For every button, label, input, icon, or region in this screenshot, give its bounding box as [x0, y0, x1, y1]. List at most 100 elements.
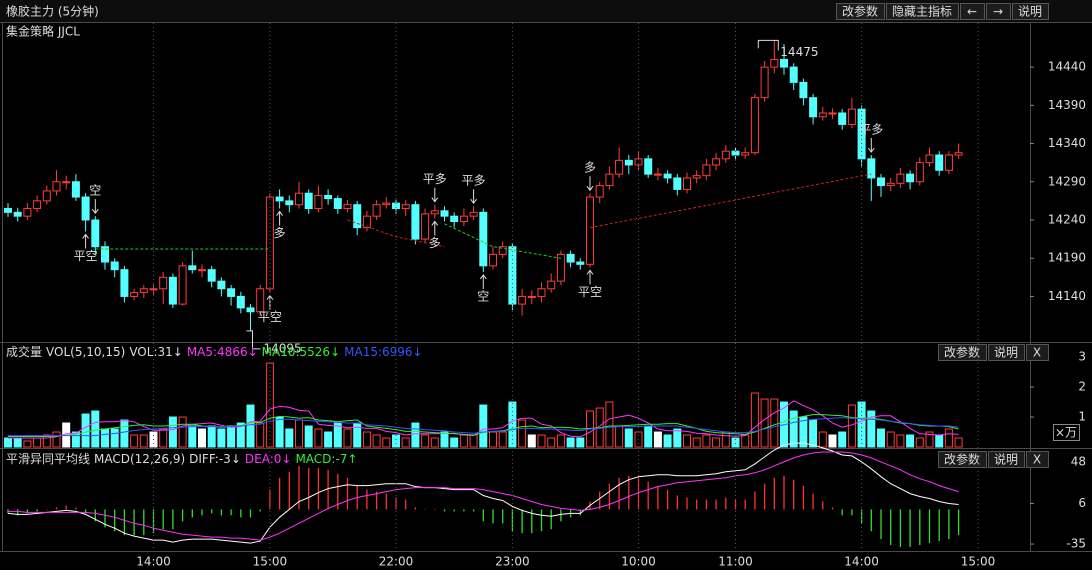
- volume-bar: [556, 434, 565, 448]
- button[interactable]: [988, 451, 1025, 468]
- x-tick-label: 10:00: [621, 555, 656, 569]
- button-label[interactable]: 说明: [994, 345, 1018, 360]
- volume-bar: [459, 434, 468, 448]
- macd-line: [7, 442, 959, 544]
- volume-bar: [91, 410, 100, 448]
- candle-body: [227, 288, 236, 297]
- signal-arrow: [479, 274, 487, 289]
- candle-body: [353, 204, 362, 229]
- volume-bar: [130, 434, 139, 448]
- volume-bar: [799, 416, 808, 448]
- volume-bar: [498, 431, 507, 448]
- candle-body: [411, 204, 420, 240]
- y-tick-label: 14140: [1048, 289, 1086, 303]
- button[interactable]: [960, 3, 985, 20]
- candle-body: [246, 307, 255, 313]
- candle-body: [343, 204, 352, 210]
- candle-body: [430, 210, 439, 215]
- volume-ma-line: [8, 417, 959, 437]
- volume-bar: [168, 416, 177, 448]
- button-label[interactable]: 改参数: [842, 4, 878, 19]
- volume-bar: [343, 428, 352, 448]
- volume-ma-line: [8, 414, 959, 437]
- candle-body: [207, 269, 216, 282]
- volume-bar: [246, 404, 255, 448]
- candle-body: [188, 265, 197, 271]
- candle-body: [23, 208, 32, 217]
- button[interactable]: [886, 3, 959, 20]
- volume-bar: [935, 434, 944, 448]
- button-label[interactable]: →: [993, 5, 1003, 19]
- signal-arrow: [586, 269, 594, 285]
- candle-body: [595, 185, 604, 198]
- candle-body: [159, 276, 168, 290]
- candle-body: [518, 295, 527, 305]
- volume-bar: [362, 431, 371, 448]
- legend-entry: VOL:31↓: [129, 345, 183, 359]
- candle-body: [605, 173, 614, 187]
- signal-label: 平空: [578, 285, 602, 299]
- candle-body: [634, 158, 643, 166]
- candle-body: [130, 292, 139, 297]
- candle-body: [750, 97, 759, 154]
- volume-bar: [877, 428, 885, 448]
- volume-bar: [692, 437, 701, 448]
- button-label[interactable]: X: [1033, 453, 1041, 467]
- candle-body: [537, 288, 546, 297]
- button-label[interactable]: 改参数: [944, 452, 980, 467]
- candle-body: [644, 158, 653, 175]
- candle-body: [489, 253, 497, 267]
- button[interactable]: [1026, 451, 1049, 468]
- volume-bar: [624, 428, 633, 448]
- strategy-line: [444, 223, 561, 259]
- candle-body: [382, 202, 391, 206]
- panel-legend: 成交量 VOL(5,10,15) VOL:31↓ MA5:4866↓ MA10:5526…: [6, 344, 423, 359]
- volume-bar: [547, 437, 556, 448]
- button-label[interactable]: 改参数: [944, 345, 980, 360]
- volume-bar: [702, 434, 711, 448]
- volume-bar: [372, 434, 381, 448]
- candle-body: [673, 177, 682, 190]
- signal-arrow: [586, 176, 594, 192]
- signal-arrow: [867, 138, 875, 153]
- button-label[interactable]: ←: [967, 5, 977, 19]
- signal-label: 平多: [859, 123, 883, 137]
- button-label[interactable]: 说明: [994, 452, 1018, 467]
- candle-body: [440, 210, 449, 217]
- volume-bar: [847, 404, 856, 448]
- button[interactable]: [986, 3, 1011, 20]
- button[interactable]: [938, 344, 987, 361]
- y-tick-label: 14240: [1048, 212, 1086, 226]
- signal-arrow: [431, 220, 439, 236]
- signal-label: 平多: [423, 172, 447, 186]
- button-label[interactable]: 隐藏主指标: [892, 4, 952, 19]
- signal-label: 空: [89, 184, 101, 198]
- button[interactable]: [836, 3, 885, 20]
- y-tick-label: 14440: [1048, 60, 1086, 74]
- candle-body: [586, 196, 594, 265]
- legend-entry: MA10:5526↓: [262, 345, 340, 359]
- legend-entry: MA15:6996↓: [344, 345, 422, 359]
- volume-bar: [615, 425, 624, 448]
- button[interactable]: [1026, 344, 1049, 361]
- volume-bar: [721, 431, 730, 448]
- candle-body: [760, 66, 769, 99]
- candle-body: [702, 164, 711, 177]
- candle-body: [906, 173, 915, 183]
- candle-body: [324, 195, 333, 200]
- volume-bar: [101, 428, 109, 448]
- candle-body: [615, 159, 624, 175]
- legend-entry: MACD:-7↑: [295, 452, 357, 466]
- candle-body: [663, 173, 672, 179]
- chart-title: 橡胶主力 (5分钟): [6, 4, 99, 19]
- button-label[interactable]: 说明: [1018, 4, 1042, 19]
- button[interactable]: [938, 451, 987, 468]
- signal-label: 多: [429, 236, 441, 250]
- button[interactable]: [988, 344, 1025, 361]
- price-label: 14095: [264, 341, 302, 355]
- button-label[interactable]: X: [1033, 346, 1041, 360]
- button[interactable]: [1012, 3, 1049, 20]
- y-tick-label: 1: [1078, 410, 1086, 424]
- candle-body: [110, 261, 119, 271]
- candle-body: [624, 159, 633, 166]
